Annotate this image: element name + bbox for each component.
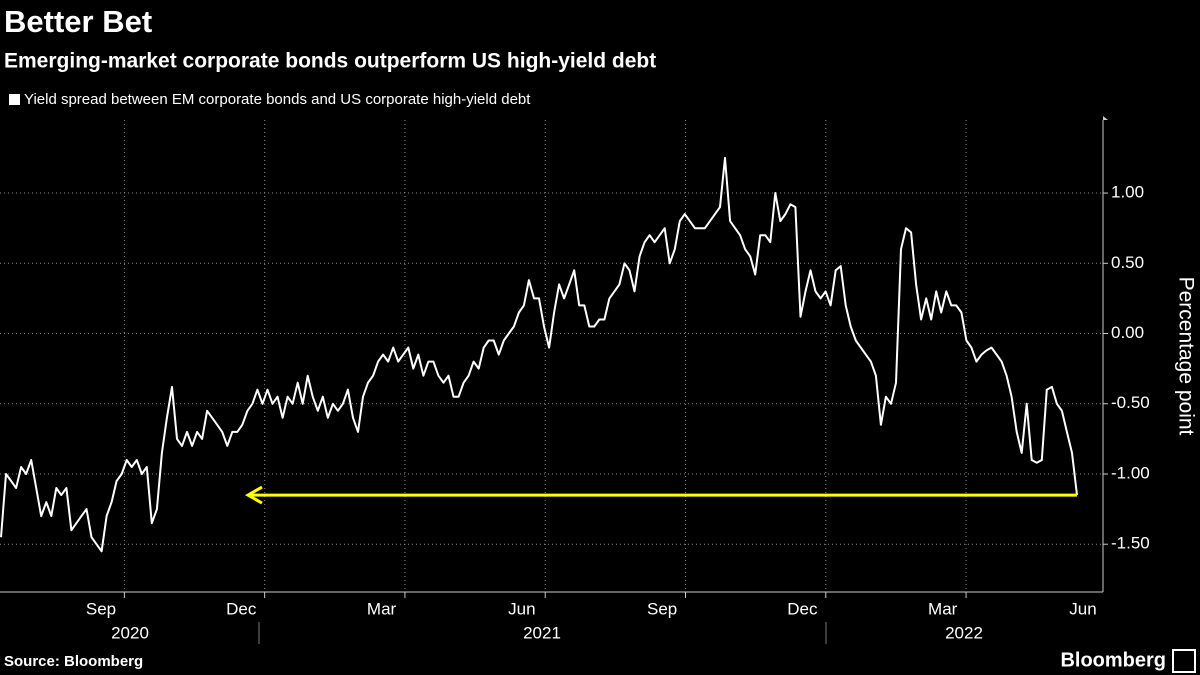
y-tick-label: 0.50	[1111, 253, 1144, 272]
series-line	[0, 156, 1078, 553]
chart-subtitle: Emerging-market corporate bonds outperfo…	[4, 50, 656, 73]
y-axis-arrow	[1103, 116, 1108, 120]
y-tick-label: -0.50	[1111, 393, 1150, 412]
x-tick-label: Dec	[226, 599, 257, 618]
x-tick-label: Jun	[1069, 599, 1096, 618]
brand-icon	[1172, 649, 1196, 673]
y-tick-label: 1.00	[1111, 183, 1144, 202]
x-tick-label: Mar	[928, 599, 958, 618]
x-tick-label: Sep	[647, 599, 677, 618]
brand: Bloomberg	[1060, 649, 1166, 671]
y-tick-label: -1.00	[1111, 463, 1150, 482]
legend-swatch	[9, 94, 20, 105]
source: Source: Bloomberg	[4, 653, 143, 670]
x-tick-label: Dec	[787, 599, 818, 618]
x-tick-label: Mar	[367, 599, 397, 618]
year-label: 2020	[111, 623, 149, 642]
chart-title: Better Bet	[4, 4, 152, 39]
year-label: 2021	[523, 623, 561, 642]
year-label: 2022	[945, 623, 983, 642]
y-tick-label: -1.50	[1111, 534, 1150, 553]
annotation-arrowhead	[244, 485, 263, 505]
x-tick-label: Sep	[86, 599, 116, 618]
y-tick-label: 0.00	[1111, 323, 1144, 342]
y-axis-label: Percentage point	[1174, 277, 1197, 436]
legend-label: Yield spread between EM corporate bonds …	[24, 91, 531, 108]
x-tick-label: Jun	[508, 599, 535, 618]
